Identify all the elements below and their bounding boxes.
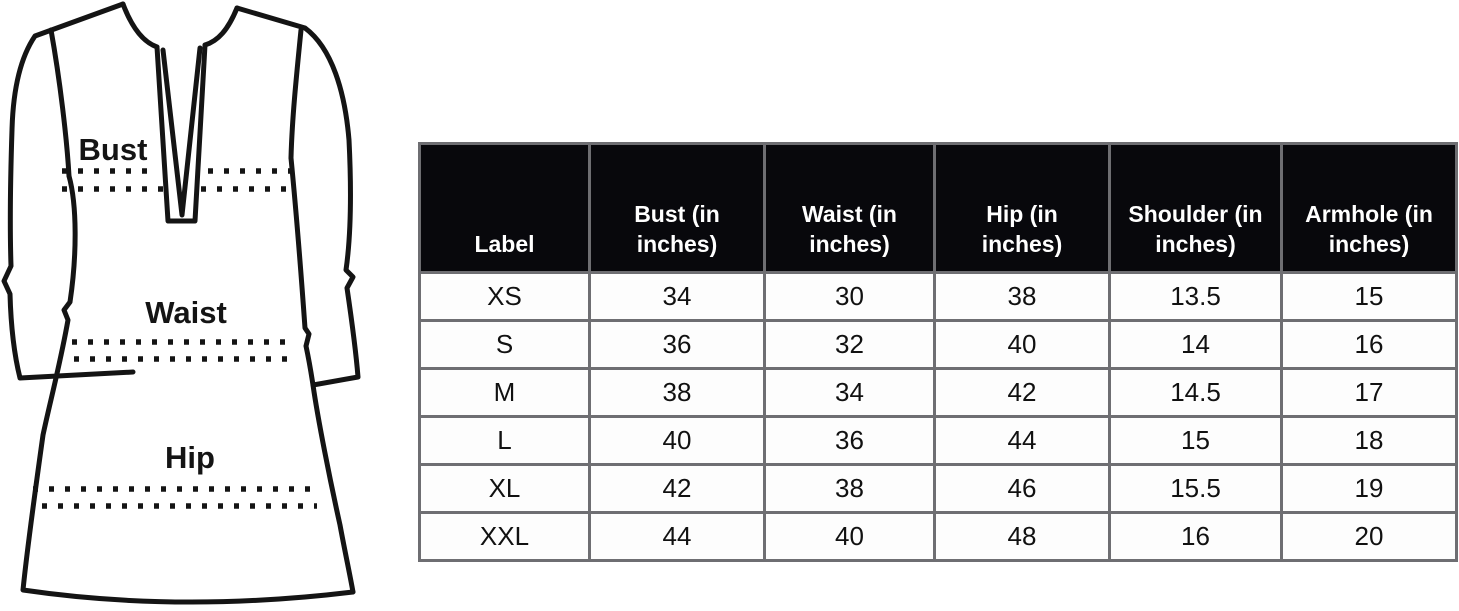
- bust-value-cell: 44: [588, 511, 766, 562]
- table-row-xxl: XXL 44 40 48 16 20: [418, 511, 1458, 562]
- right-armhole-seam: [288, 27, 304, 161]
- bust-value-cell: 34: [588, 271, 766, 322]
- hip-value-cell: 48: [933, 511, 1111, 562]
- armhole-value-cell: 16: [1280, 319, 1458, 370]
- size-label-cell: XS: [418, 271, 591, 322]
- bust-value-cell: 36: [588, 319, 766, 370]
- waist-value-cell: 32: [763, 319, 936, 370]
- neckline-left: [120, 1, 160, 50]
- table-row-l: L 40 36 44 15 18: [418, 415, 1458, 466]
- armhole-value-cell: 17: [1280, 367, 1458, 418]
- header-cell-bust: Bust (in inches): [588, 142, 766, 274]
- left-sleeve-outline: [1, 1, 136, 381]
- header-cell-hip: Hip (in inches): [933, 142, 1111, 274]
- shoulder-value-cell: 15: [1108, 415, 1283, 466]
- table-row-m: M 38 34 42 14.5 17: [418, 367, 1458, 418]
- bust-value-cell: 42: [588, 463, 766, 514]
- placket-outline: [154, 42, 208, 224]
- shoulder-value-cell: 14.5: [1108, 367, 1283, 418]
- waist-value-cell: 38: [763, 463, 936, 514]
- table-row-xl: XL 42 38 46 15.5 19: [418, 463, 1458, 514]
- header-cell-shoulder: Shoulder (in inches): [1108, 142, 1283, 274]
- size-chart-container: Label Bust (in inches) Waist (in inches)…: [418, 142, 1458, 562]
- hip-value-cell: 44: [933, 415, 1111, 466]
- size-label-cell: S: [418, 319, 591, 370]
- armhole-value-cell: 15: [1280, 271, 1458, 322]
- table-row-s: S 36 32 40 14 16: [418, 319, 1458, 370]
- header-cell-label: Label: [418, 142, 591, 274]
- waist-label: Waist: [145, 295, 227, 330]
- right-sleeve-outline: [234, 5, 361, 388]
- bust-value-cell: 38: [588, 367, 766, 418]
- shoulder-value-cell: 15.5: [1108, 463, 1283, 514]
- body-right-seam: [288, 155, 356, 595]
- bust-label: Bust: [79, 132, 148, 167]
- waist-value-cell: 40: [763, 511, 936, 562]
- header-row: Label Bust (in inches) Waist (in inches)…: [418, 142, 1458, 274]
- hip-label: Hip: [165, 440, 215, 475]
- size-chart-table: Label Bust (in inches) Waist (in inches)…: [418, 142, 1458, 562]
- neckline-right: [202, 5, 240, 48]
- placket-v-slit: [160, 45, 203, 218]
- shoulder-value-cell: 13.5: [1108, 271, 1283, 322]
- hip-value-cell: 38: [933, 271, 1111, 322]
- waist-value-cell: 30: [763, 271, 936, 322]
- garment-diagram: Bust Waist Hip: [0, 0, 400, 611]
- size-label-cell: L: [418, 415, 591, 466]
- size-label-cell: XXL: [418, 511, 591, 562]
- waist-value-cell: 36: [763, 415, 936, 466]
- size-label-cell: M: [418, 367, 591, 418]
- armhole-value-cell: 18: [1280, 415, 1458, 466]
- shoulder-value-cell: 14: [1108, 319, 1283, 370]
- waist-value-cell: 34: [763, 367, 936, 418]
- armhole-value-cell: 20: [1280, 511, 1458, 562]
- left-armhole-seam: [48, 27, 72, 179]
- body-outline: [20, 173, 356, 605]
- table-row-xs: XS 34 30 38 13.5 15: [418, 271, 1458, 322]
- header-cell-waist: Waist (in inches): [763, 142, 936, 274]
- kurti-line-art-icon: Bust Waist Hip: [1, 1, 361, 605]
- hip-value-cell: 46: [933, 463, 1111, 514]
- size-label-cell: XL: [418, 463, 591, 514]
- bust-value-cell: 40: [588, 415, 766, 466]
- header-cell-armhole: Armhole (in inches): [1280, 142, 1458, 274]
- armhole-value-cell: 19: [1280, 463, 1458, 514]
- hip-value-cell: 40: [933, 319, 1111, 370]
- hip-value-cell: 42: [933, 367, 1111, 418]
- shoulder-value-cell: 16: [1108, 511, 1283, 562]
